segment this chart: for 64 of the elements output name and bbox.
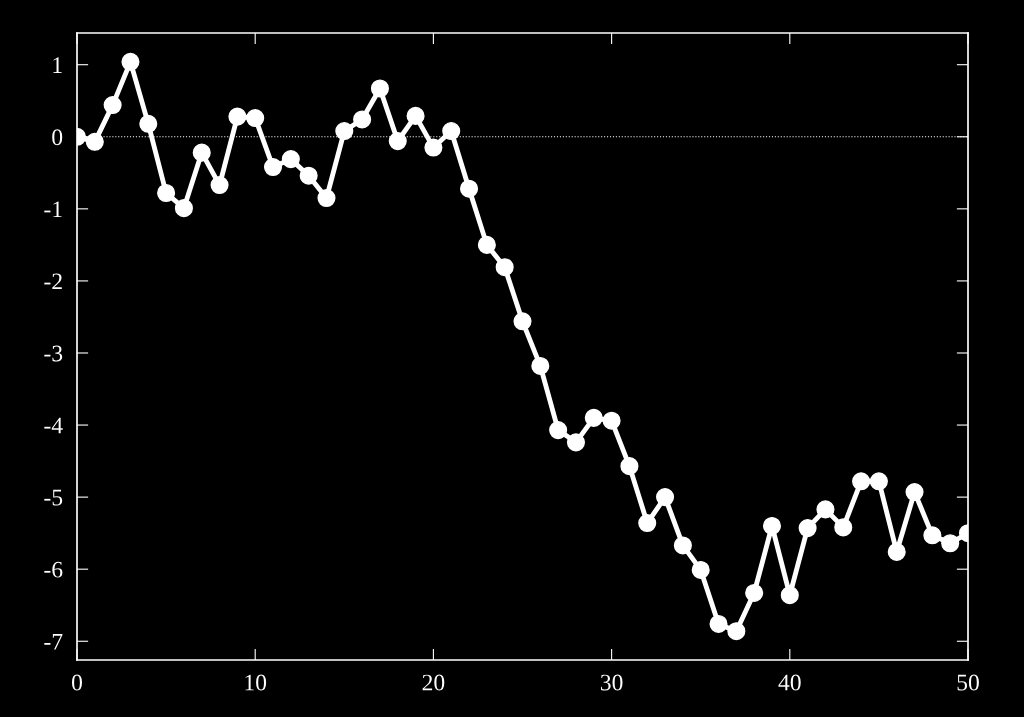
point (852, 472, 871, 491)
point (460, 179, 479, 198)
point (121, 52, 140, 71)
point (513, 312, 532, 331)
point (495, 258, 514, 277)
point (923, 526, 942, 545)
point (549, 421, 568, 440)
point (727, 622, 746, 641)
point (780, 586, 799, 605)
point (388, 132, 407, 151)
point (299, 166, 318, 185)
y-tick-label: -6 (44, 561, 63, 578)
x-tick-label: 0 (72, 674, 82, 691)
point (228, 107, 247, 126)
point (442, 121, 461, 141)
y-tick-label: -7 (44, 633, 63, 650)
point (673, 536, 692, 555)
point (317, 189, 336, 208)
point (656, 488, 675, 507)
point (584, 408, 603, 427)
point (798, 519, 817, 538)
point (531, 356, 550, 375)
point (174, 199, 193, 218)
y-tick-label: -4 (44, 417, 63, 434)
point (691, 560, 710, 579)
point (103, 96, 122, 115)
point (370, 79, 389, 98)
point (709, 614, 728, 633)
y-tick-label: -1 (44, 201, 62, 218)
point (210, 176, 229, 195)
x-tick-label: 30 (600, 674, 623, 691)
y-tick-label: -3 (44, 345, 63, 362)
x-tick-label: 40 (778, 674, 801, 691)
point (353, 110, 372, 129)
point (424, 138, 443, 157)
x-tick-label: 10 (245, 674, 267, 691)
point (157, 183, 176, 203)
point (566, 433, 585, 452)
point (406, 106, 425, 125)
point (602, 411, 621, 430)
x-tick-label: 50 (957, 674, 979, 691)
x-tick-label: 20 (422, 674, 445, 691)
point (869, 472, 888, 491)
point (263, 158, 283, 177)
point (745, 583, 764, 603)
point (192, 143, 211, 162)
y-tick-label: -2 (44, 273, 62, 290)
point (139, 114, 158, 133)
point (281, 150, 300, 169)
y-tick-label: -5 (44, 489, 63, 506)
y-tick-label: 0 (52, 129, 63, 146)
point (638, 514, 657, 533)
point (834, 518, 853, 537)
point (85, 132, 104, 151)
point (887, 542, 906, 561)
point (335, 121, 354, 141)
point (246, 109, 265, 128)
point (762, 516, 782, 535)
point (816, 500, 835, 519)
point (905, 483, 924, 502)
y-tick-label: 1 (53, 57, 62, 73)
point (477, 235, 496, 254)
point (941, 534, 960, 553)
point (620, 457, 639, 476)
